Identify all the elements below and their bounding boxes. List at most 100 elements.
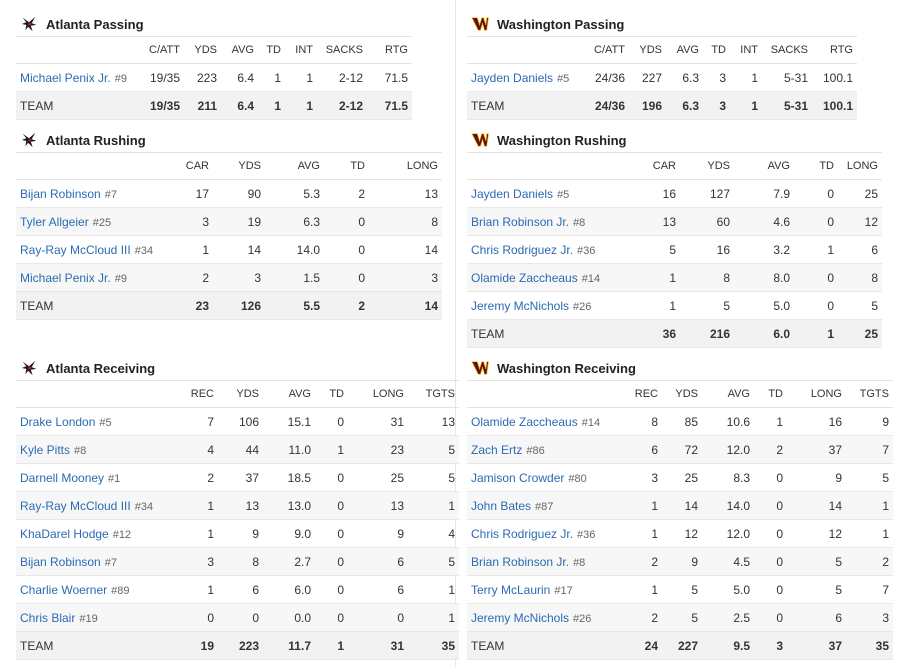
column-header-rtg[interactable]: RTG xyxy=(367,36,412,64)
player-link[interactable]: Charlie Woerner xyxy=(20,582,108,597)
stat-td: 0 xyxy=(315,575,348,604)
stat-avg: 8.0 xyxy=(734,263,794,292)
column-divider xyxy=(455,0,456,667)
column-header-c-att[interactable]: C/ATT xyxy=(575,36,629,64)
player-link[interactable]: Jamison Crowder xyxy=(471,470,565,485)
column-header-rec[interactable]: REC xyxy=(622,380,662,408)
column-header-c-att[interactable]: C/ATT xyxy=(131,36,184,64)
player-link[interactable]: Chris Rodriguez Jr. xyxy=(471,526,574,541)
player-link[interactable]: Drake London xyxy=(20,414,96,429)
column-header-long[interactable]: LONG xyxy=(787,380,846,408)
section-title-text: Atlanta Receiving xyxy=(46,360,156,376)
stat-long: 6 xyxy=(348,575,408,604)
player-link[interactable]: Chris Rodriguez Jr. xyxy=(471,242,574,257)
column-header-yds[interactable]: YDS xyxy=(629,36,666,64)
player-link[interactable]: Ray-Ray McCloud III xyxy=(20,242,131,257)
stat-long: 37 xyxy=(787,435,846,464)
jersey-number: #1 xyxy=(108,472,121,485)
table-row: Ray-Ray McCloud III #34 1 13 13.0 0 13 1 xyxy=(16,491,459,520)
column-header-yds[interactable]: YDS xyxy=(680,152,734,180)
player-link[interactable]: Darnell Mooney xyxy=(20,470,105,485)
player-cell: Ray-Ray McCloud III #34 xyxy=(16,491,164,520)
team-stat-avg: 6.0 xyxy=(734,319,794,348)
player-link[interactable]: Zach Ertz xyxy=(471,442,523,457)
player-link[interactable]: Chris Blair xyxy=(20,610,76,625)
player-link[interactable]: Kyle Pitts xyxy=(20,442,71,457)
stat-long: 9 xyxy=(348,519,408,548)
player-link[interactable]: Tyler Allgeier xyxy=(20,214,89,229)
player-link[interactable]: Brian Robinson Jr. xyxy=(471,554,570,569)
column-header-td[interactable]: TD xyxy=(315,380,348,408)
table-row: Jeremy McNichols #26 1 5 5.0 0 5 xyxy=(467,291,882,320)
column-header-car[interactable]: CAR xyxy=(154,152,213,180)
stat-rec: 4 xyxy=(164,435,218,464)
column-header-sacks[interactable]: SACKS xyxy=(317,36,367,64)
stat-rtg: 71.5 xyxy=(367,63,412,92)
column-header-td[interactable]: TD xyxy=(703,36,730,64)
player-link[interactable]: John Bates xyxy=(471,498,532,513)
player-cell: Kyle Pitts #8 xyxy=(16,435,164,464)
column-header-tgts[interactable]: TGTS xyxy=(408,380,459,408)
player-cell: Michael Penix Jr. #9 xyxy=(16,263,154,292)
stat-avg: 6.0 xyxy=(263,575,315,604)
stat-td: 0 xyxy=(315,603,348,632)
column-header-tgts[interactable]: TGTS xyxy=(846,380,893,408)
player-link[interactable]: Jeremy McNichols xyxy=(471,610,570,625)
column-header-td[interactable]: TD xyxy=(324,152,369,180)
stat-rec: 1 xyxy=(164,519,218,548)
stat-rec: 0 xyxy=(164,603,218,632)
stat-avg: 2.5 xyxy=(702,603,754,632)
jersey-number: #5 xyxy=(557,72,570,85)
stats-table: C/ATT YDS AVG TD INT SACKS RTG Michael Penix Jr… xyxy=(16,36,412,120)
player-link[interactable]: Michael Penix Jr. xyxy=(20,270,111,285)
column-header-rec[interactable]: REC xyxy=(164,380,218,408)
player-link[interactable]: Bijan Robinson xyxy=(20,554,101,569)
column-header-avg[interactable]: AVG xyxy=(263,380,315,408)
stats-table: CAR YDS AVG TD LONG Jayden Daniels #5 16 127 7.9 0… xyxy=(467,152,882,348)
team-stat-long: 31 xyxy=(348,631,408,660)
column-header-long[interactable]: LONG xyxy=(838,152,882,180)
column-header-td[interactable]: TD xyxy=(754,380,787,408)
column-header-avg[interactable]: AVG xyxy=(265,152,324,180)
player-link[interactable]: Olamide Zaccheaus xyxy=(471,270,578,285)
column-header-td[interactable]: TD xyxy=(258,36,285,64)
player-link[interactable]: Jayden Daniels xyxy=(471,186,554,201)
column-header-yds[interactable]: YDS xyxy=(218,380,263,408)
column-header-yds[interactable]: YDS xyxy=(213,152,265,180)
player-link[interactable]: Jayden Daniels xyxy=(471,70,554,85)
player-link[interactable]: Bijan Robinson xyxy=(20,186,101,201)
column-header-avg[interactable]: AVG xyxy=(221,36,258,64)
player-link[interactable]: Michael Penix Jr. xyxy=(20,70,111,85)
player-link[interactable]: Terry McLaurin xyxy=(471,582,551,597)
stat-c-att: 19/35 xyxy=(131,63,184,92)
player-cell: Olamide Zaccheaus #14 xyxy=(467,263,624,292)
player-link[interactable]: Olamide Zaccheaus xyxy=(471,414,578,429)
column-header-long[interactable]: LONG xyxy=(348,380,408,408)
stat-td: 2 xyxy=(754,435,787,464)
column-header-yds[interactable]: YDS xyxy=(184,36,221,64)
column-header-int[interactable]: INT xyxy=(285,36,317,64)
column-header-avg[interactable]: AVG xyxy=(666,36,703,64)
jersey-number: #8 xyxy=(74,444,87,457)
column-header-sacks[interactable]: SACKS xyxy=(762,36,812,64)
player-link[interactable]: Brian Robinson Jr. xyxy=(471,214,570,229)
column-header-int[interactable]: INT xyxy=(730,36,762,64)
table-row: Bijan Robinson #7 3 8 2.7 0 6 5 xyxy=(16,547,459,576)
team-stat-c-att: 24/36 xyxy=(575,91,629,120)
player-link[interactable]: Ray-Ray McCloud III xyxy=(20,498,131,513)
column-header-long[interactable]: LONG xyxy=(369,152,442,180)
column-header-car[interactable]: CAR xyxy=(624,152,680,180)
player-link[interactable]: KhaDarel Hodge xyxy=(20,526,109,541)
stat-td: 0 xyxy=(324,207,369,236)
stat-yds: 14 xyxy=(662,491,702,520)
player-link[interactable]: Jeremy McNichols xyxy=(471,298,570,313)
stat-long: 6 xyxy=(838,235,882,264)
column-header-avg[interactable]: AVG xyxy=(734,152,794,180)
jersey-number: #86 xyxy=(526,444,545,457)
column-header-yds[interactable]: YDS xyxy=(662,380,702,408)
table-header-row: CAR YDS AVG TD LONG xyxy=(16,152,442,180)
column-header-td[interactable]: TD xyxy=(794,152,838,180)
column-header-avg[interactable]: AVG xyxy=(702,380,754,408)
column-header-rtg[interactable]: RTG xyxy=(812,36,857,64)
falcons-logo-icon xyxy=(20,359,38,377)
